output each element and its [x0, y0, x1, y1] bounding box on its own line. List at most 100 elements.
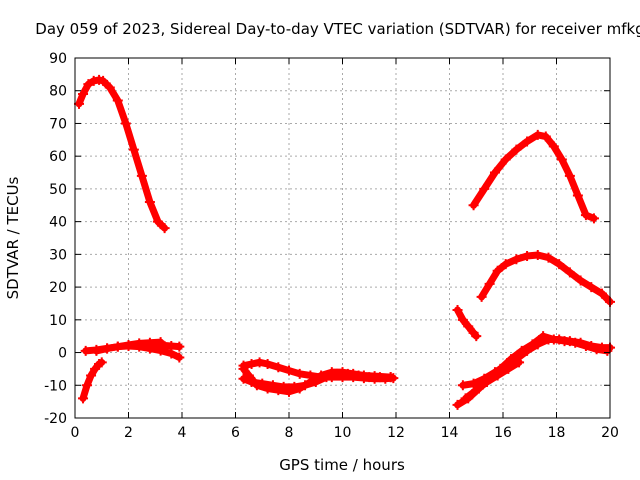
x-tick-label: 14 [441, 425, 459, 441]
data-point [284, 365, 294, 376]
data-point [511, 254, 522, 265]
data-point [476, 291, 487, 302]
data-point [104, 82, 115, 93]
data-point [91, 345, 102, 356]
data-point [503, 363, 514, 374]
data-point [98, 75, 109, 86]
data-point [540, 131, 551, 142]
x-tick-label: 0 [71, 425, 80, 441]
data-point [246, 359, 257, 369]
data-point [564, 267, 575, 278]
data-point [479, 183, 490, 194]
data-point [136, 170, 147, 181]
x-tick-label: 2 [124, 425, 133, 441]
data-point [471, 385, 482, 396]
data-point [564, 336, 575, 347]
series-arc-10 [452, 305, 482, 342]
data-point [112, 341, 123, 352]
data-point [481, 377, 492, 387]
data-point [78, 393, 89, 404]
data-point [96, 357, 107, 368]
data-point [134, 341, 145, 352]
data-point [243, 370, 254, 381]
y-tick-label: 70 [49, 116, 67, 132]
data-point [575, 337, 586, 348]
series-arc-1 [74, 74, 170, 234]
data-point [554, 334, 565, 345]
data-point [74, 98, 85, 109]
data-point [86, 370, 97, 381]
data-point [463, 321, 474, 332]
data-point [174, 341, 185, 352]
data-point [532, 339, 543, 350]
y-axis-label: SDTVAR / TECUs [4, 176, 22, 299]
y-tick-label: 20 [49, 280, 67, 296]
data-point [580, 210, 591, 221]
data-point [159, 223, 170, 234]
y-tick-label: 0 [58, 346, 67, 362]
x-axis-label: GPS time / hours [279, 456, 405, 474]
data-point [492, 370, 503, 381]
data-point [500, 259, 511, 270]
data-point [500, 154, 511, 165]
data-point [273, 385, 284, 396]
data-point [457, 314, 468, 325]
data-point [514, 357, 525, 368]
data-point [254, 357, 265, 368]
series-arc-15 [460, 357, 525, 404]
data-point [564, 170, 575, 181]
data-point [273, 362, 284, 373]
data-point [522, 136, 533, 147]
data-point [586, 341, 597, 351]
data-point [554, 259, 565, 270]
data-point [174, 352, 185, 363]
x-tick-label: 12 [387, 425, 405, 441]
x-tick-label: 8 [285, 425, 294, 441]
data-point [369, 371, 380, 382]
data-point [588, 213, 599, 224]
y-tick-label: 60 [49, 149, 67, 165]
data-point [238, 373, 249, 384]
data-point [80, 345, 91, 356]
data-point [348, 368, 359, 379]
data-point [238, 363, 249, 374]
data-point [572, 190, 583, 201]
series-arc-11 [468, 129, 599, 224]
series-arc-2 [78, 357, 107, 404]
data-point [468, 378, 479, 389]
y-tick-label: 30 [49, 247, 67, 263]
data-point [522, 251, 533, 261]
data-point [83, 79, 94, 90]
data-point [468, 200, 479, 211]
x-tick-label: 6 [231, 425, 240, 441]
y-tick-label: 80 [49, 84, 67, 100]
data-point [120, 118, 131, 129]
data-point [152, 216, 163, 227]
y-tick-label: 40 [49, 215, 67, 231]
data-point [556, 154, 567, 165]
y-axis: -20 -10 0 10 20 30 40 50 60 70 80 90 [44, 51, 610, 427]
data-point [102, 343, 113, 354]
y-tick-label: 90 [49, 51, 67, 67]
data-point [262, 383, 273, 394]
data-point [522, 345, 533, 356]
x-tick-label: 4 [178, 425, 187, 441]
data-point [548, 141, 559, 152]
data-point [284, 386, 294, 397]
data-point [128, 144, 139, 155]
data-point [337, 367, 348, 378]
data-point [452, 399, 463, 410]
data-point [457, 380, 468, 391]
data-point [78, 89, 89, 99]
data-point [249, 377, 260, 387]
data-point [262, 359, 273, 369]
data-point [532, 250, 543, 261]
data-point [596, 288, 607, 299]
grid [74, 57, 611, 419]
series-arc-12 [476, 250, 615, 307]
data-point [471, 331, 482, 342]
y-tick-label: -20 [44, 411, 67, 427]
data-point [543, 334, 554, 345]
series-arc-8 [251, 367, 396, 397]
